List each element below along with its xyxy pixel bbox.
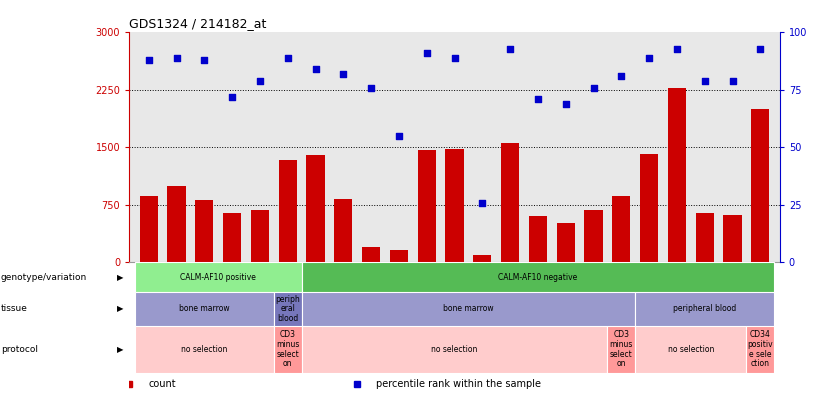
Point bbox=[225, 94, 239, 100]
Point bbox=[531, 96, 545, 102]
Bar bbox=[274, 326, 302, 373]
Point bbox=[698, 77, 711, 84]
Bar bbox=[418, 151, 436, 262]
Point bbox=[254, 77, 267, 84]
Bar bbox=[279, 160, 297, 262]
Point bbox=[392, 133, 405, 139]
Text: CD34
positiv
e sele
ction: CD34 positiv e sele ction bbox=[747, 330, 773, 369]
Bar bbox=[362, 247, 380, 262]
Text: count: count bbox=[148, 379, 177, 389]
Point bbox=[559, 100, 572, 107]
Bar bbox=[302, 326, 607, 373]
Bar bbox=[668, 87, 686, 262]
Bar bbox=[636, 292, 774, 326]
Text: genotype/variation: genotype/variation bbox=[1, 273, 87, 281]
Point bbox=[281, 54, 294, 61]
Text: ▶: ▶ bbox=[117, 273, 123, 281]
Text: bone marrow: bone marrow bbox=[443, 304, 494, 313]
Bar bbox=[557, 223, 575, 262]
Point bbox=[504, 45, 517, 52]
Text: peripheral blood: peripheral blood bbox=[673, 304, 736, 313]
Point bbox=[587, 84, 600, 91]
Text: no selection: no selection bbox=[668, 345, 714, 354]
Bar bbox=[302, 262, 774, 292]
Bar bbox=[529, 216, 547, 262]
Text: no selection: no selection bbox=[181, 345, 228, 354]
Bar bbox=[302, 292, 636, 326]
Bar bbox=[585, 209, 602, 262]
Text: periph
eral
blood: periph eral blood bbox=[275, 294, 300, 323]
Point bbox=[671, 45, 684, 52]
Text: ▶: ▶ bbox=[117, 345, 123, 354]
Point bbox=[642, 54, 656, 61]
Bar bbox=[696, 213, 714, 262]
Point bbox=[364, 84, 378, 91]
Point bbox=[448, 54, 461, 61]
Text: CD3
minus
select
on: CD3 minus select on bbox=[276, 330, 299, 369]
Bar bbox=[390, 250, 408, 262]
Text: ▶: ▶ bbox=[117, 304, 123, 313]
Bar bbox=[746, 326, 774, 373]
Bar bbox=[474, 255, 491, 262]
Bar bbox=[135, 326, 274, 373]
Text: bone marrow: bone marrow bbox=[179, 304, 229, 313]
Point bbox=[726, 77, 739, 84]
Bar bbox=[724, 215, 741, 262]
Bar bbox=[224, 213, 241, 262]
Point bbox=[337, 70, 350, 77]
Bar bbox=[135, 292, 274, 326]
Bar bbox=[607, 326, 636, 373]
Point bbox=[475, 199, 489, 206]
Text: tissue: tissue bbox=[1, 304, 28, 313]
Bar bbox=[641, 153, 658, 262]
Bar bbox=[751, 109, 770, 262]
Text: no selection: no selection bbox=[431, 345, 478, 354]
Point bbox=[754, 45, 767, 52]
Text: CALM-AF10 negative: CALM-AF10 negative bbox=[498, 273, 578, 281]
Bar bbox=[140, 196, 158, 262]
Bar bbox=[195, 200, 214, 262]
Point bbox=[142, 57, 155, 63]
Bar bbox=[445, 149, 464, 262]
Text: CD3
minus
select
on: CD3 minus select on bbox=[610, 330, 633, 369]
Point bbox=[309, 66, 322, 72]
Bar bbox=[636, 326, 746, 373]
Text: CALM-AF10 positive: CALM-AF10 positive bbox=[180, 273, 256, 281]
Bar bbox=[251, 209, 269, 262]
Text: protocol: protocol bbox=[1, 345, 38, 354]
Bar bbox=[501, 143, 519, 262]
Text: percentile rank within the sample: percentile rank within the sample bbox=[376, 379, 541, 389]
Bar bbox=[135, 262, 302, 292]
Point bbox=[170, 54, 183, 61]
Point bbox=[420, 50, 434, 56]
Point bbox=[198, 57, 211, 63]
Bar bbox=[168, 186, 186, 262]
Bar bbox=[334, 199, 353, 262]
Text: GDS1324 / 214182_at: GDS1324 / 214182_at bbox=[129, 17, 267, 30]
Bar bbox=[612, 196, 631, 262]
Bar bbox=[274, 292, 302, 326]
Bar bbox=[307, 155, 324, 262]
Point bbox=[615, 73, 628, 79]
